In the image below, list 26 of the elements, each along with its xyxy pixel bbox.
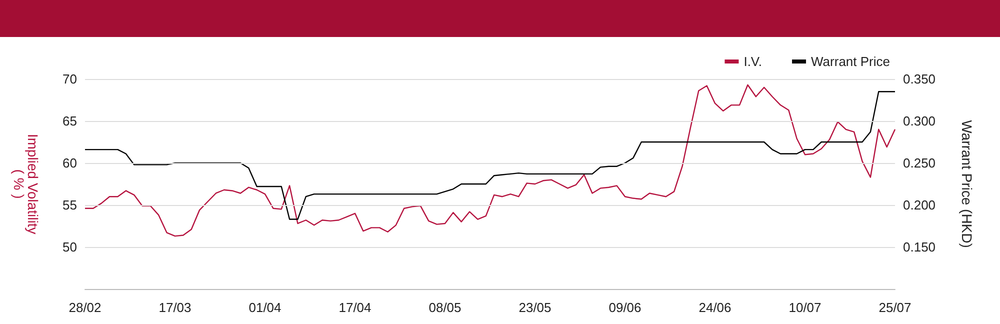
x-tick-label: 25/07	[878, 300, 912, 315]
x-tick-label: 17/03	[158, 300, 192, 315]
x-tick-label: 08/05	[428, 300, 462, 315]
x-tick-label: 17/04	[338, 300, 372, 315]
line-series	[84, 91, 896, 220]
x-tick-label: 24/06	[698, 300, 732, 315]
y-axis-title: Implied Volatility ( % )	[11, 134, 41, 234]
x-tick-label: 01/04	[248, 300, 282, 315]
y-tick-label: 60	[62, 156, 77, 170]
y2-tick-label: 0.150	[903, 240, 936, 254]
y2-axis-title: Warrant Price (HKD)	[959, 120, 975, 248]
y2-tick-label: 0.350	[903, 72, 936, 86]
line-series	[84, 84, 896, 237]
y2-tick-label: 0.250	[903, 156, 936, 170]
y-tick-label: 55	[62, 198, 77, 212]
y-tick-label: 65	[62, 114, 77, 128]
x-tick-label: 10/07	[788, 300, 822, 315]
x-tick-label: 09/06	[608, 300, 642, 315]
x-tick-label: 23/05	[518, 300, 552, 315]
legend-label: I.V.	[744, 54, 762, 69]
y-tick-label: 50	[62, 240, 77, 254]
y2-tick-label: 0.300	[903, 114, 936, 128]
x-tick-label: 28/02	[68, 300, 102, 315]
y2-tick-label: 0.200	[903, 198, 936, 212]
legend-label: Warrant Price	[811, 54, 890, 69]
y-tick-label: 70	[62, 72, 77, 86]
